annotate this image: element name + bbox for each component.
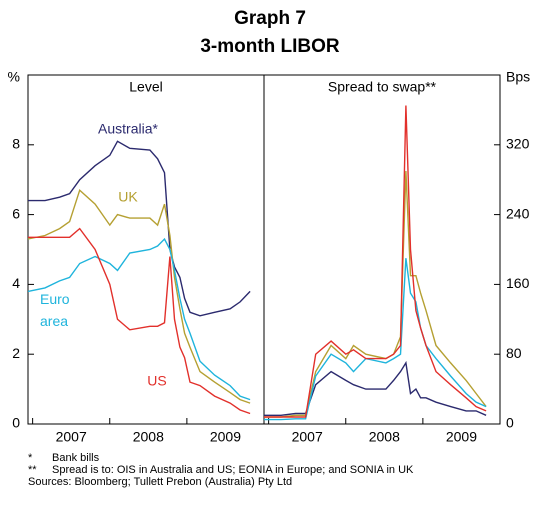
series-label: US — [147, 373, 166, 389]
footnote: ** Spread is to: OIS in Australia and US;… — [28, 464, 498, 476]
series-label: UK — [118, 189, 138, 205]
panel-title: Level — [129, 79, 162, 95]
sources: Sources: Bloomberg; Tullett Prebon (Aust… — [28, 476, 293, 488]
y-tick-label: 240 — [506, 205, 530, 221]
footnote-symbol: ** — [28, 464, 37, 476]
series-line — [28, 140, 251, 317]
y-tick-label: 4 — [12, 275, 20, 291]
footnote: * Bank bills — [28, 452, 498, 464]
y-axis-label: % — [8, 69, 20, 85]
x-tick-label: 2009 — [210, 429, 241, 445]
series-line — [28, 227, 251, 415]
y-tick-label: 160 — [506, 275, 530, 291]
y-tick-label: 80 — [506, 345, 522, 361]
x-tick-label: 2008 — [133, 429, 164, 445]
series-line — [27, 237, 251, 401]
footnotes: * Bank bills ** Spread is to: OIS in Austr… — [28, 452, 498, 488]
y-tick-label: 6 — [12, 205, 20, 221]
series-line — [264, 258, 487, 421]
footnote-text: Bank bills — [52, 452, 100, 464]
x-tick-label: 2009 — [446, 429, 477, 445]
chart-title: Graph 7 — [234, 8, 306, 29]
y-axis-label: Bps — [506, 69, 530, 85]
y-tick-label: 2 — [12, 345, 20, 361]
footnote-text: Spread is to: OIS in Australia and US; E… — [52, 464, 414, 476]
series-label: Euro area — [40, 291, 70, 329]
series-line — [264, 360, 487, 416]
y-tick-label: 8 — [12, 136, 20, 152]
x-tick-label: 2008 — [369, 429, 400, 445]
y-tick-label: 0 — [506, 415, 514, 431]
chart: Graph 7 3-month LIBOR Level% 0 2 4 6 8 2007 200… — [8, 8, 531, 445]
series-line — [27, 188, 251, 404]
series-label: Australia* — [98, 121, 158, 137]
panel-title: Spread to swap** — [328, 79, 437, 95]
x-tick-label: 2007 — [56, 429, 87, 445]
chart-subtitle: 3-month LIBOR — [200, 36, 340, 57]
footnote-symbol: * — [28, 452, 33, 464]
y-tick-label: 0 — [12, 415, 20, 431]
series-line — [264, 170, 487, 418]
x-tick-label: 2007 — [292, 429, 323, 445]
y-tick-label: 320 — [506, 136, 530, 152]
series-line — [264, 105, 487, 418]
